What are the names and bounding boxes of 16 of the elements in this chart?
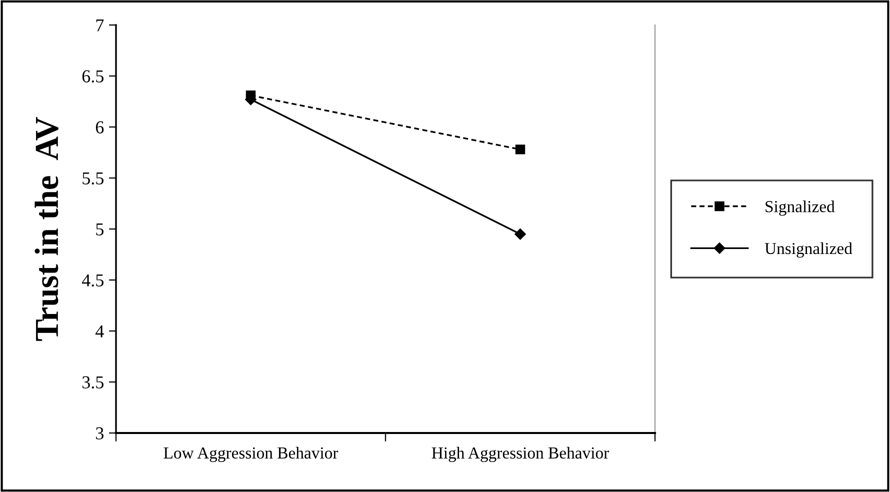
point	[514, 228, 526, 240]
legend-label: Unsignalized	[764, 242, 852, 258]
y-tick-label: 5	[96, 223, 104, 236]
x-tick-label: High Aggression Behavior	[432, 446, 609, 462]
y-tick-label: 7	[96, 19, 104, 32]
y-tick-label: 4	[96, 325, 104, 338]
y-tick-label: 6.5	[82, 70, 104, 83]
legend-label: Signalized	[766, 200, 835, 216]
y-tick-label: 6	[96, 121, 104, 134]
y-tick-label: 5.5	[82, 172, 104, 185]
point	[515, 144, 526, 154]
x-tick-label: Low Aggression Behavior	[164, 446, 338, 462]
y-axis-title: Trust in the AV	[34, 116, 58, 341]
y-tick-label: 3	[96, 427, 104, 440]
y-tick-label: 4.5	[82, 274, 104, 287]
y-tick-label: 3.5	[82, 376, 104, 389]
